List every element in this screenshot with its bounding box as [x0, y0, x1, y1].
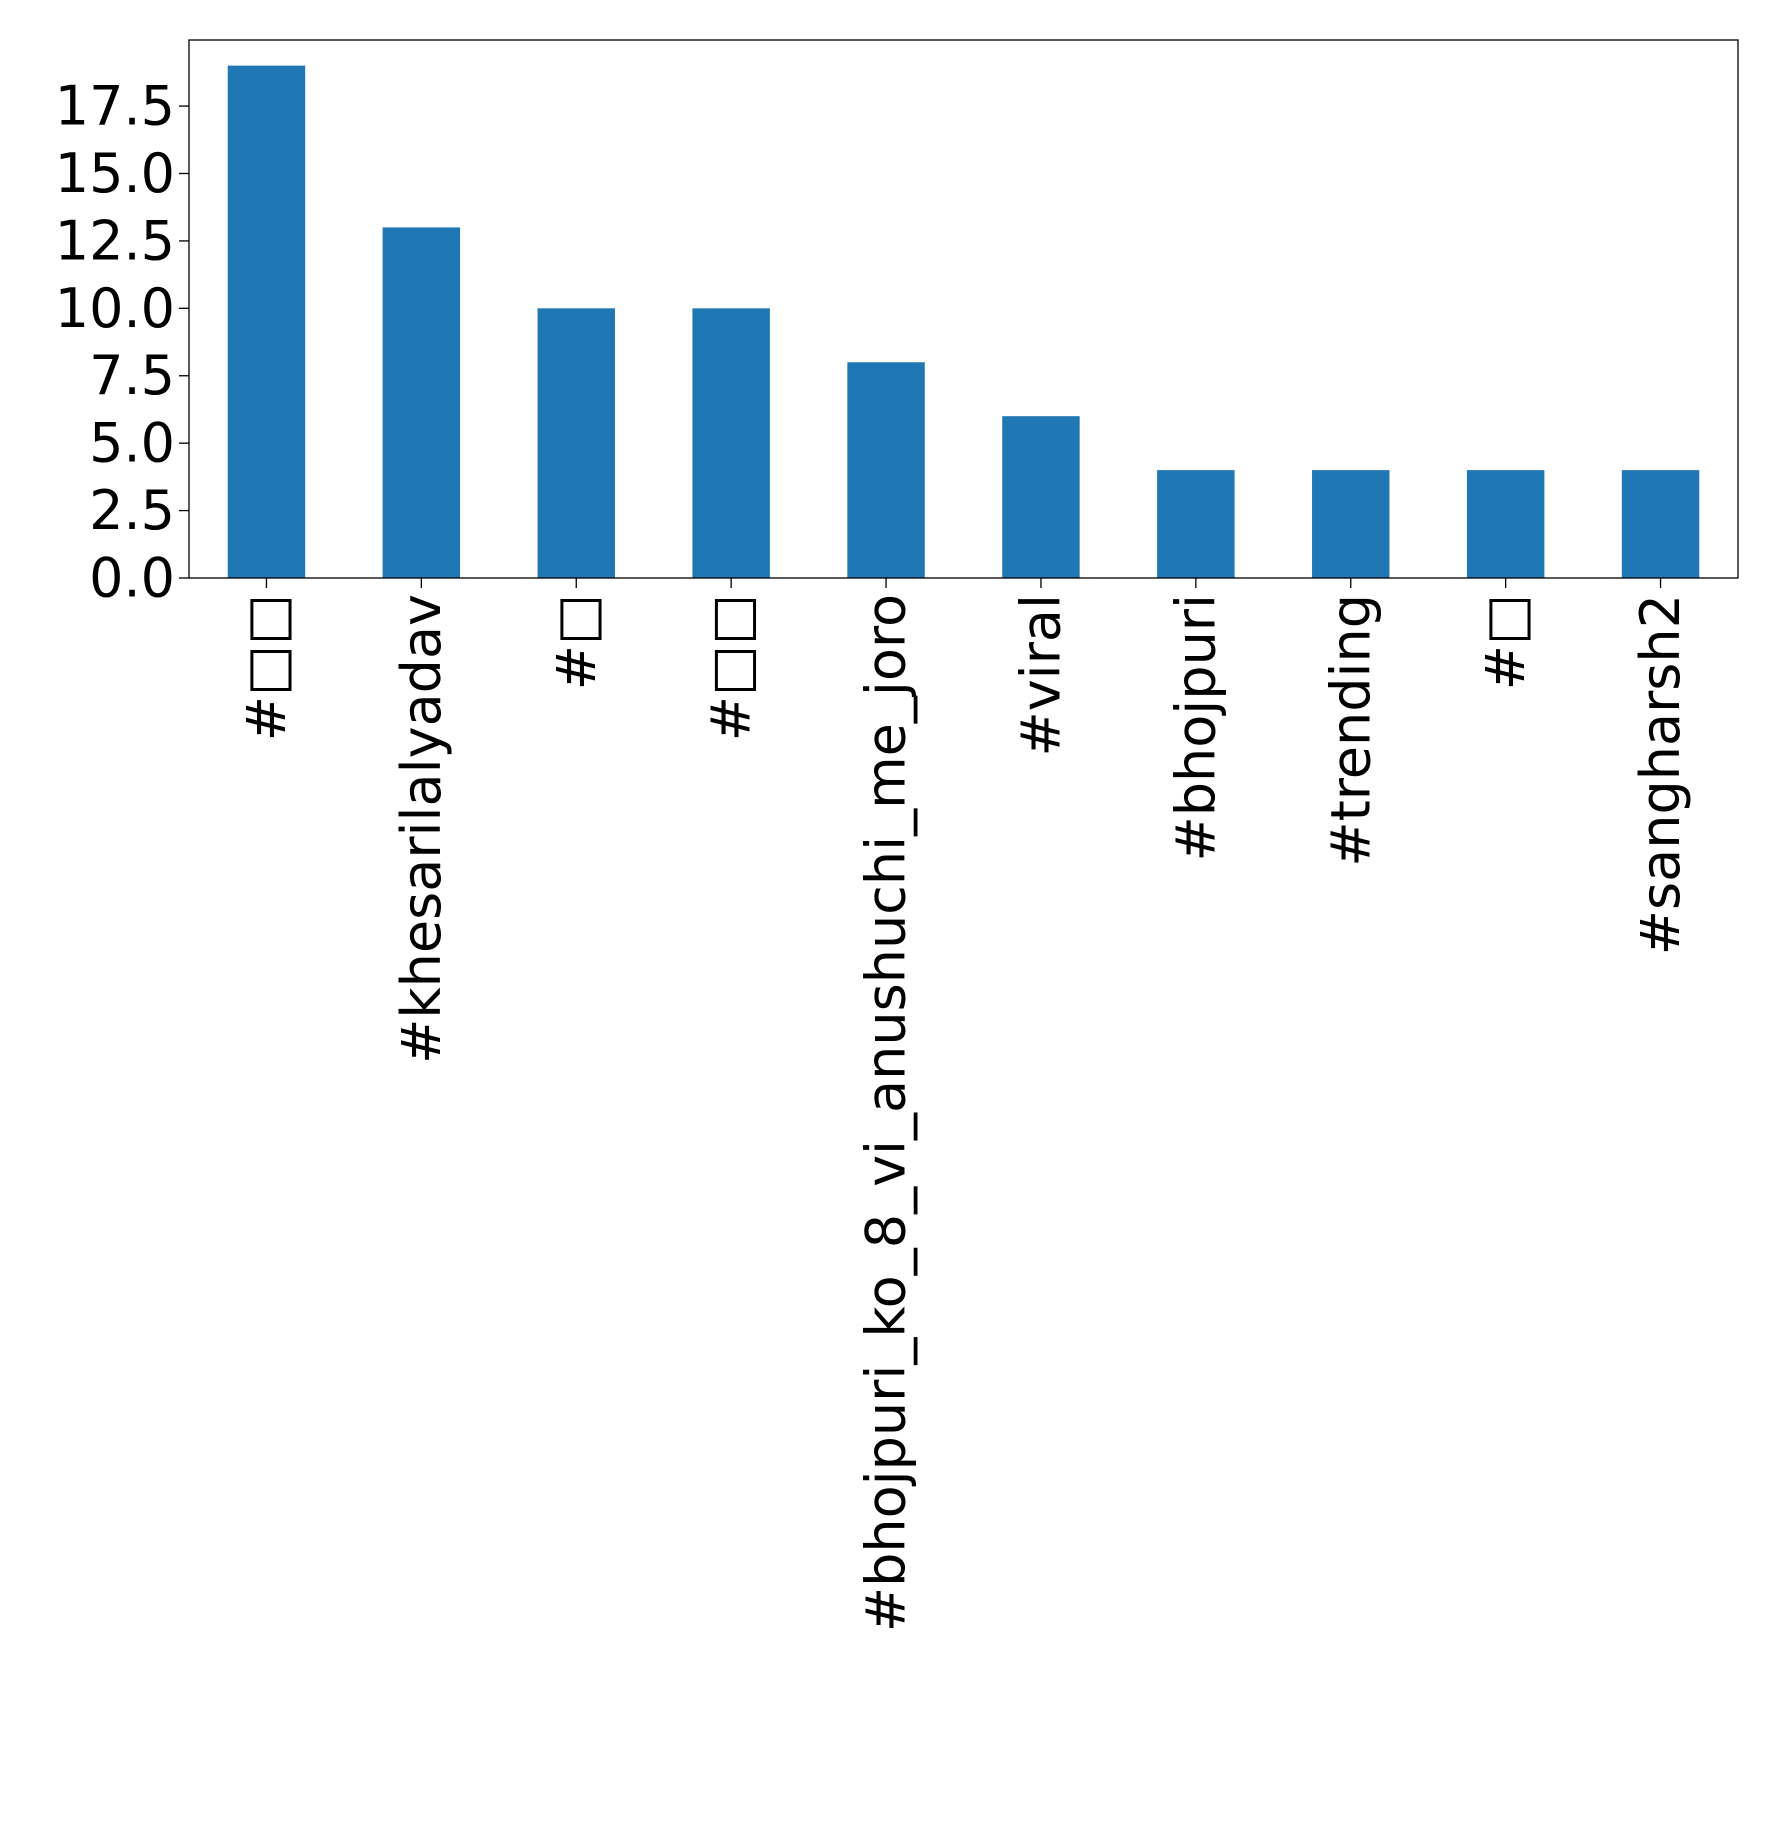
- x-tick-label-8: #□: [1474, 594, 1537, 690]
- x-tick-label-5: #viral: [1009, 594, 1072, 757]
- x-tick-label-2: #□: [545, 594, 608, 690]
- x-tick-label-4: #bhojpuri_ko_8_vi_anushuchi_me_joro: [855, 594, 918, 1632]
- bar-2: [537, 308, 615, 578]
- y-tick-label-6: 15.0: [55, 142, 175, 205]
- y-tick-label-5: 12.5: [55, 209, 175, 272]
- y-axis: 0.02.55.07.510.012.515.017.5: [55, 75, 189, 610]
- x-tick-label-7: #trending: [1319, 594, 1382, 867]
- y-tick-label-2: 5.0: [89, 412, 175, 475]
- bar-9: [1621, 470, 1700, 578]
- x-tick-label-9: #sangharsh2: [1629, 594, 1692, 955]
- x-tick-label-1: #khesarilalyadav: [390, 594, 453, 1064]
- y-tick-label-7: 17.5: [55, 75, 175, 138]
- bar-3: [692, 308, 770, 578]
- bar-1: [382, 227, 461, 578]
- x-tick-label-6: #bhojpuri: [1164, 594, 1227, 862]
- bar-4: [847, 362, 925, 578]
- y-tick-label-4: 10.0: [55, 277, 175, 340]
- bar-6: [1157, 470, 1235, 578]
- y-tick-label-1: 2.5: [89, 479, 175, 542]
- x-tick-label-0: #□□: [235, 594, 298, 741]
- y-tick-label-3: 7.5: [89, 344, 175, 407]
- y-tick-label-0: 0.0: [89, 547, 175, 610]
- bar-0: [227, 65, 306, 579]
- bar-7: [1312, 470, 1390, 578]
- bar-8: [1466, 470, 1545, 578]
- x-axis: #□□ #khesarilalyadav #□ #□□ #bhojpuri_ko_8_v…: [235, 578, 1692, 1632]
- bar-5: [1002, 416, 1080, 578]
- bars-layer: [227, 65, 1700, 579]
- plot-frame: [188, 39, 1739, 579]
- x-tick-label-3: #□□: [700, 594, 763, 741]
